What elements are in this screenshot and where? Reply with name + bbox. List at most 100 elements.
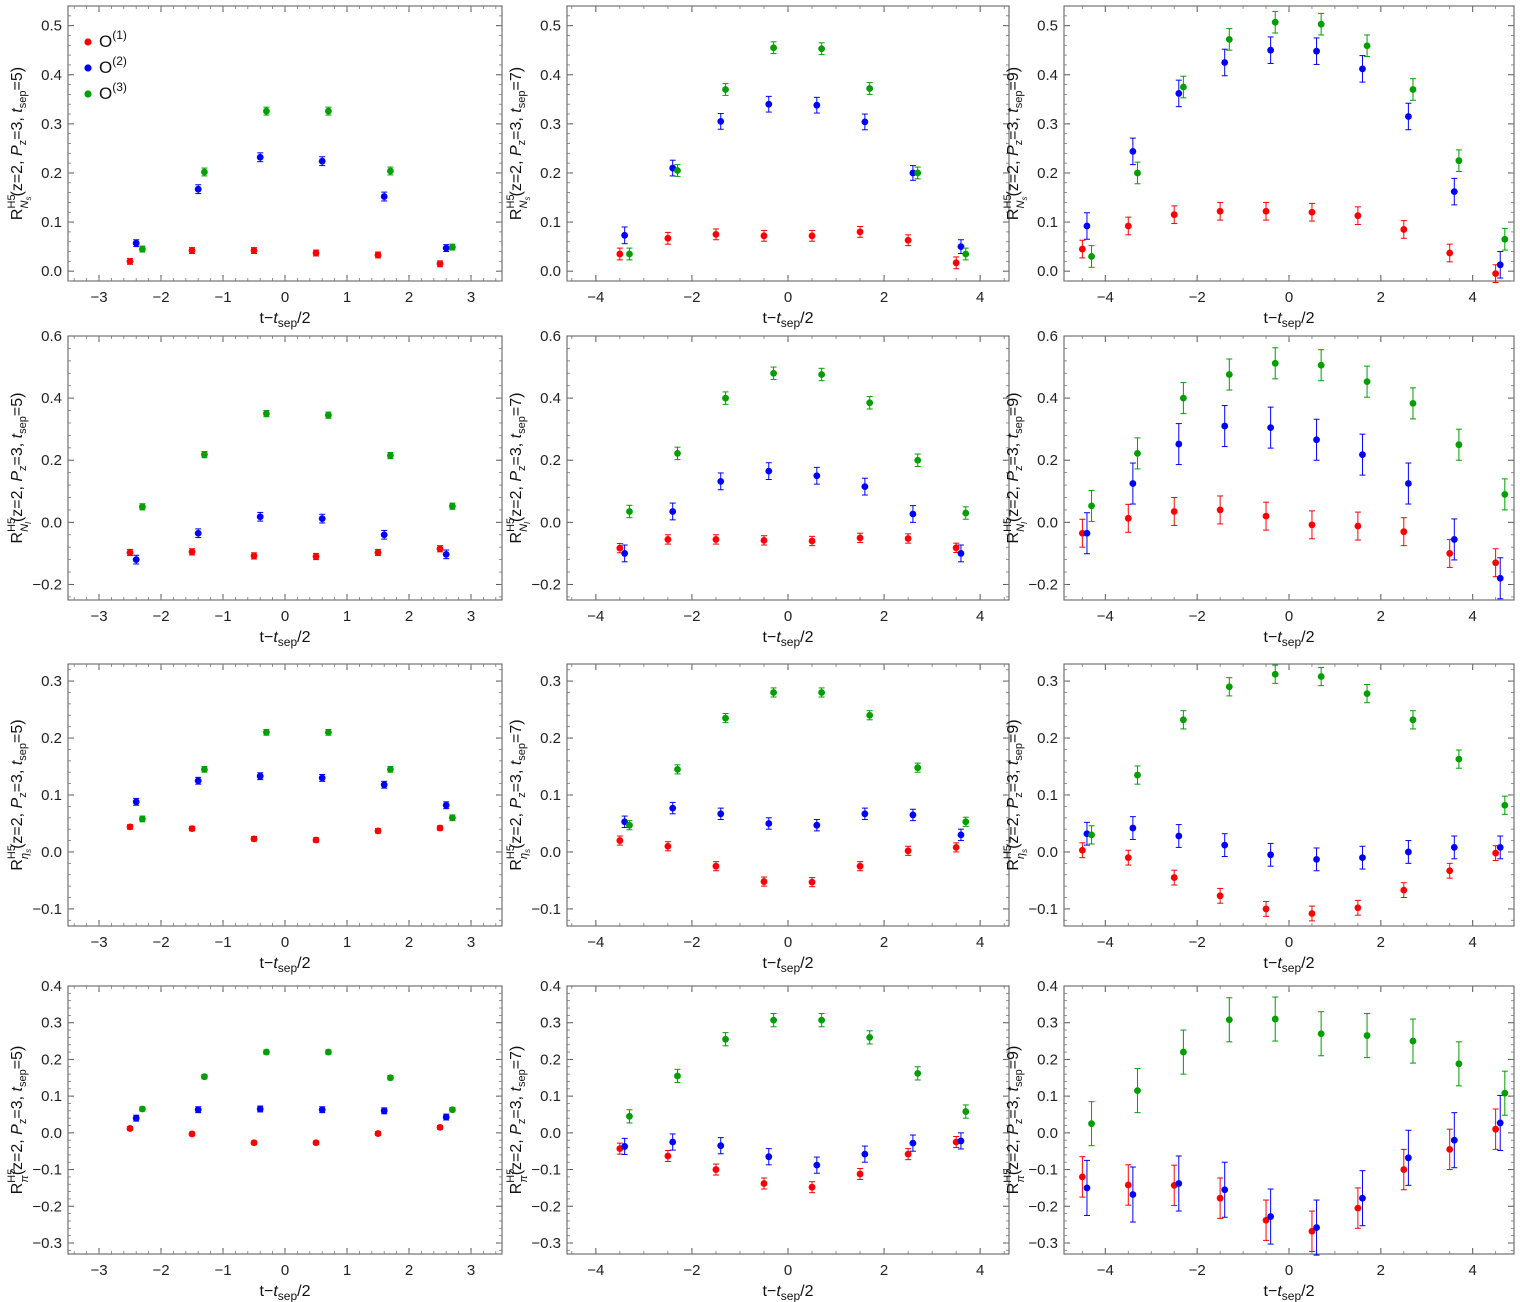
point-marker [669, 1138, 677, 1146]
y-axis-label: RH5Ns(z=2, Pz=3, tsep=9) [1002, 67, 1029, 220]
point-marker [813, 101, 821, 109]
x-tick-label: 3 [467, 1262, 475, 1279]
x-tick-label: −2 [683, 934, 700, 951]
point-marker [856, 862, 864, 870]
data-point [1083, 512, 1091, 555]
data-point [1446, 538, 1454, 568]
point-marker [952, 259, 960, 267]
y-tick-label: 0.0 [540, 514, 561, 531]
data-point [1170, 497, 1178, 526]
data-point [1088, 489, 1095, 522]
data-point [449, 814, 456, 822]
point-marker [621, 818, 629, 826]
point-marker [765, 820, 773, 827]
x-tick-label: −2 [1189, 289, 1206, 306]
data-point [717, 1137, 725, 1155]
y-tick-label: 0.2 [540, 730, 561, 747]
point-marker [436, 545, 444, 553]
data-point [312, 249, 320, 257]
point-marker [818, 1016, 826, 1024]
data-point [126, 823, 134, 831]
data-point [1455, 749, 1463, 769]
data-point [808, 877, 816, 888]
point-marker [201, 1073, 208, 1081]
data-point [1124, 849, 1132, 866]
point-marker [717, 1142, 725, 1150]
data-point [256, 772, 264, 781]
point-marker [1501, 491, 1509, 498]
point-marker [1446, 550, 1454, 557]
point-marker [250, 835, 258, 843]
point-marker [1317, 20, 1325, 28]
data-point [1129, 462, 1137, 505]
x-tick-label: 2 [405, 1262, 413, 1279]
legend-label: O(2) [99, 54, 127, 77]
point-marker [1400, 886, 1408, 894]
x-axis-label: t−tsep/2 [763, 1283, 814, 1302]
point-marker [712, 536, 720, 543]
point-marker [374, 251, 382, 259]
data-point [188, 247, 196, 254]
point-marker [188, 1130, 196, 1138]
point-marker [387, 167, 394, 175]
data-point [1088, 825, 1095, 845]
x-tick-label: 0 [784, 1262, 792, 1279]
y-axis-label: RH5ηs(z=2, Pz=3, tsep=9) [1002, 719, 1029, 870]
data-point [952, 256, 960, 270]
y-tick-label: 0.1 [41, 787, 62, 804]
point-marker [1170, 211, 1178, 219]
data-point [1359, 1170, 1366, 1227]
data-point [126, 548, 134, 557]
y-tick-label: 0.2 [41, 1051, 62, 1068]
data-point [1446, 243, 1454, 263]
legend-label: O(1) [99, 28, 127, 51]
y-tick-label: 0.0 [41, 263, 62, 280]
data-point [866, 82, 874, 95]
point-marker [1496, 574, 1504, 582]
data-point [1404, 840, 1412, 864]
y-tick-label: 0.2 [540, 165, 561, 182]
point-marker [449, 502, 456, 510]
data-point [626, 1109, 633, 1124]
x-axis-label: t−tsep/2 [260, 310, 311, 330]
data-point [1129, 137, 1137, 166]
point-marker [250, 1139, 258, 1147]
point-marker [1129, 480, 1137, 487]
panel-r2-c2: −4 −2 0 2 4 −0.1 0.0 0.1 0.2 0.3 t−tsep/2 RH5ηs(z=2… [1002, 663, 1515, 975]
point-marker [318, 1106, 326, 1114]
x-tick-label: −4 [1097, 1262, 1114, 1279]
data-point [387, 1074, 394, 1082]
data-point [1492, 548, 1500, 578]
y-tick-label: −0.2 [531, 576, 561, 593]
y-tick-label: −0.1 [531, 1162, 561, 1179]
point-marker [139, 1105, 146, 1113]
point-marker [263, 107, 270, 115]
point-marker [722, 714, 729, 722]
point-marker [856, 1170, 864, 1178]
point-marker [1078, 846, 1086, 854]
point-marker [1088, 253, 1095, 260]
point-marker [132, 556, 140, 564]
y-tick-label: 0.3 [540, 673, 561, 690]
point-marker [813, 1161, 821, 1169]
data-point [256, 1105, 264, 1113]
point-marker [1262, 207, 1270, 215]
data-point [664, 1149, 672, 1162]
data-point [1317, 12, 1325, 36]
data-point [909, 165, 917, 181]
point-marker [1083, 222, 1091, 230]
point-marker [1078, 245, 1086, 253]
point-marker [1179, 394, 1187, 402]
y-tick-label: 0.4 [41, 978, 62, 995]
data-point [856, 861, 864, 872]
data-point [813, 466, 821, 485]
x-tick-label: −4 [1097, 934, 1114, 951]
point-marker [626, 508, 633, 515]
point-marker [1267, 424, 1275, 432]
data-point [674, 764, 681, 775]
data-point [1455, 149, 1463, 172]
point-marker [1446, 1145, 1454, 1153]
point-marker [1175, 1180, 1183, 1187]
point-marker [250, 552, 258, 560]
point-marker [1267, 851, 1275, 859]
